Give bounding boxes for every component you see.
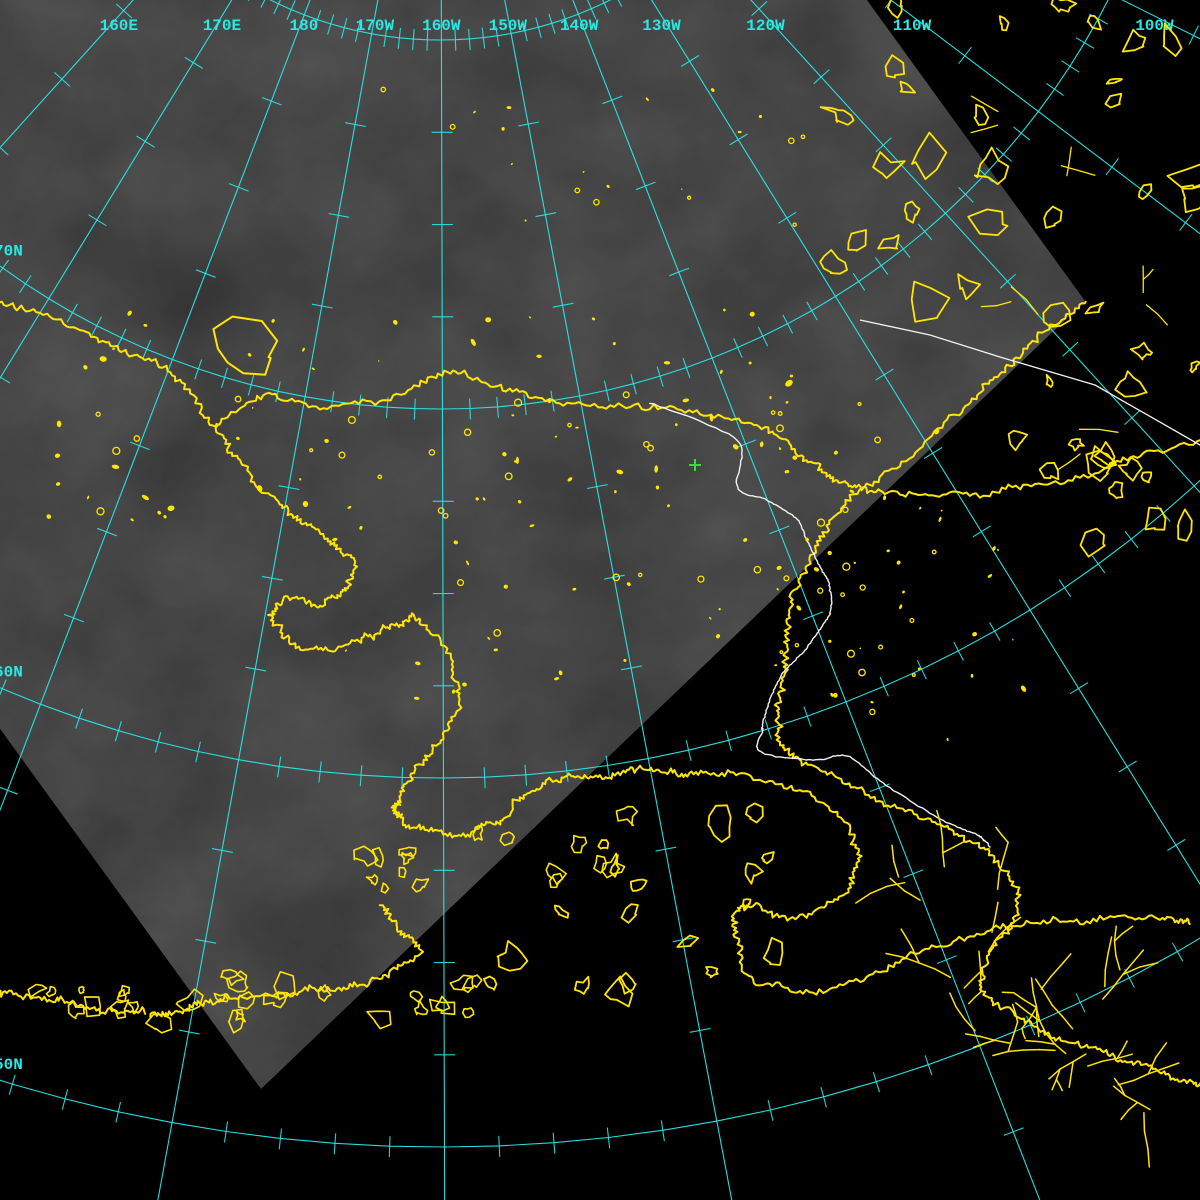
svg-text:120W: 120W xyxy=(746,17,785,35)
svg-text:150W: 150W xyxy=(489,17,528,35)
svg-text:180: 180 xyxy=(289,17,318,35)
svg-text:140W: 140W xyxy=(560,17,599,35)
svg-text:170E: 170E xyxy=(203,17,241,35)
svg-text:170W: 170W xyxy=(356,17,395,35)
svg-text:70N: 70N xyxy=(0,243,23,261)
svg-text:50N: 50N xyxy=(0,1056,23,1074)
svg-text:160W: 160W xyxy=(422,17,461,35)
svg-text:130W: 130W xyxy=(642,17,681,35)
svg-text:160E: 160E xyxy=(100,17,138,35)
svg-text:100W: 100W xyxy=(1135,17,1174,35)
svg-text:110W: 110W xyxy=(893,17,932,35)
svg-text:60N: 60N xyxy=(0,664,23,682)
